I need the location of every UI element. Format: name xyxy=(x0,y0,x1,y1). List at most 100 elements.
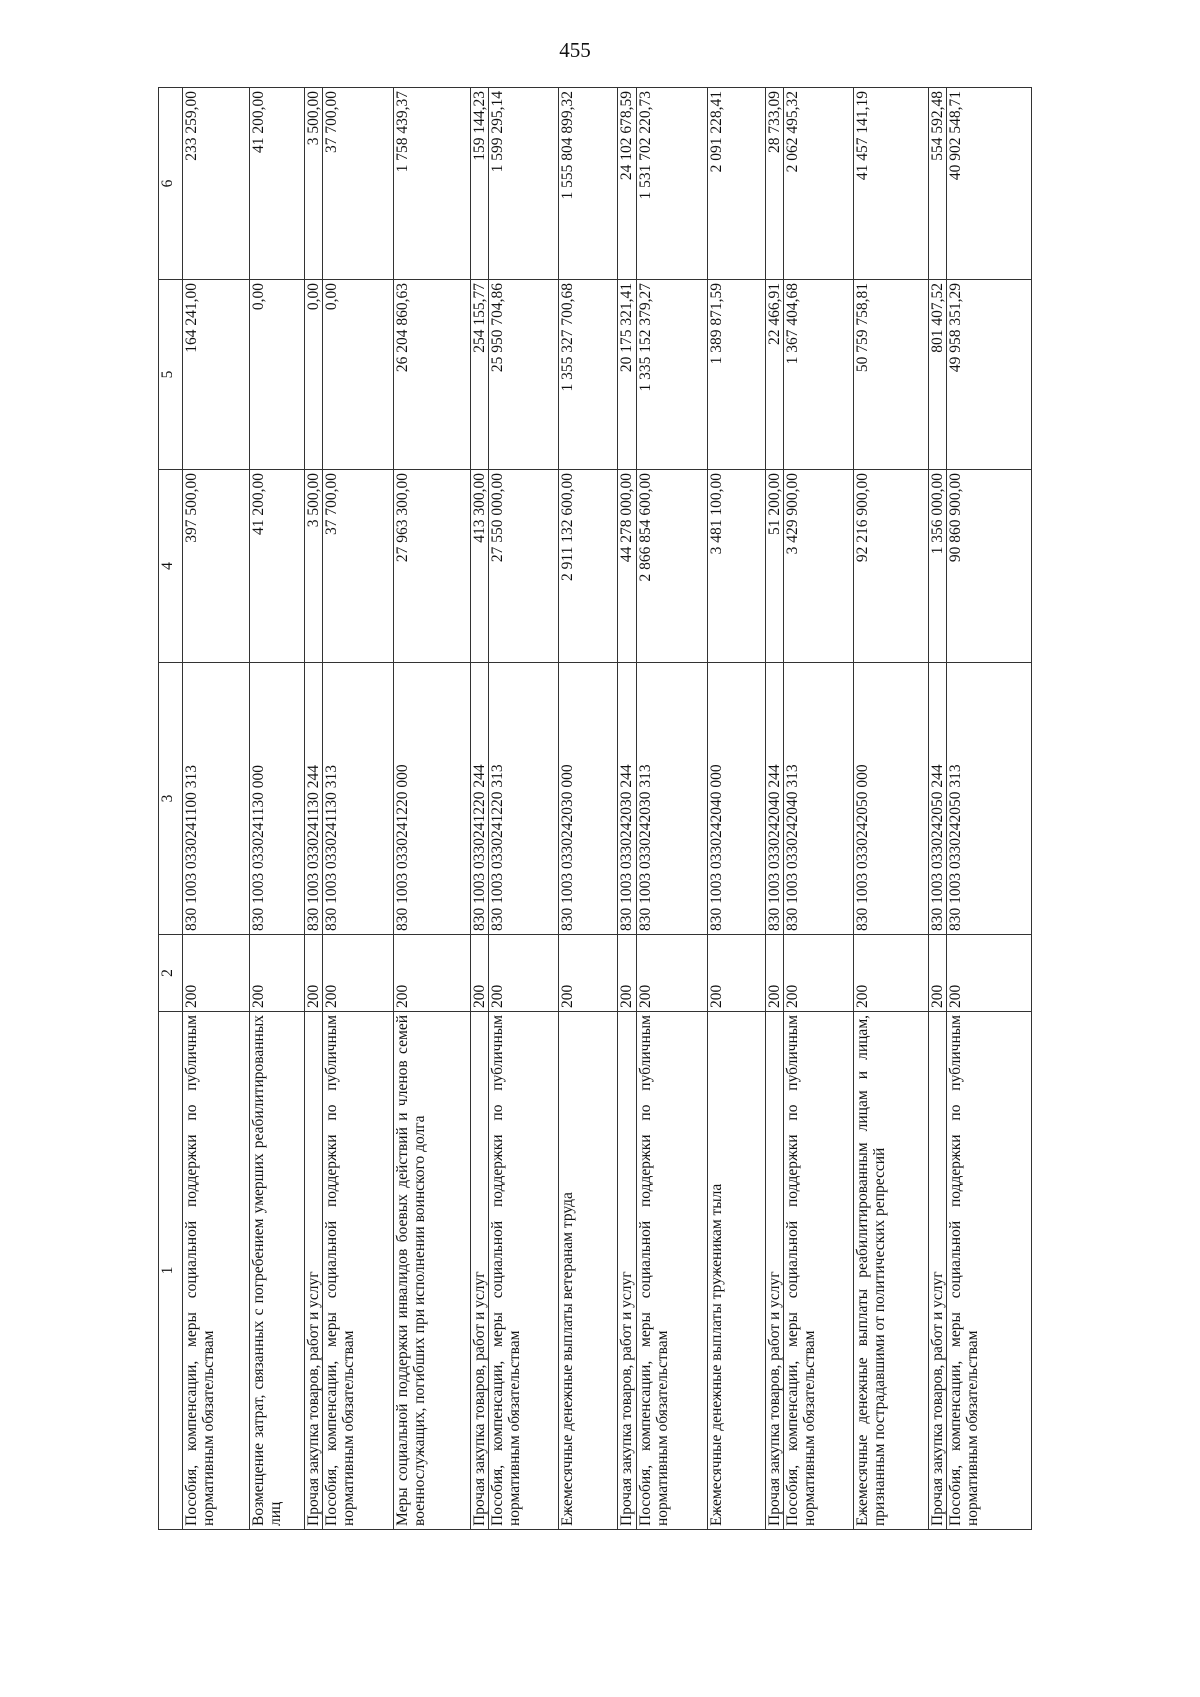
cell-budget-code: 830 1003 0330242050 244 xyxy=(928,662,947,935)
cell-approved: 37 700,00 xyxy=(322,469,394,663)
cell-executed: 0,00 xyxy=(304,279,323,470)
cell-section-code: 200 xyxy=(928,934,947,1012)
cell-remaining: 37 700,00 xyxy=(322,87,394,280)
cell-description: Меры социальной поддержки инвалидов боев… xyxy=(393,1011,471,1530)
cell-remaining: 554 592,48 xyxy=(928,87,947,280)
cell-executed: 1 335 152 379,27 xyxy=(636,279,708,470)
cell-budget-code: 830 1003 0330241220 313 xyxy=(488,662,559,935)
cell-description: Пособия, компенсации, меры социальной по… xyxy=(488,1011,559,1530)
cell-approved: 3 429 900,00 xyxy=(783,469,854,663)
header-cell: 2 xyxy=(158,934,183,1012)
cell-section-code: 200 xyxy=(393,934,471,1012)
cell-description: Ежемесячные денежные выплаты ветеранам т… xyxy=(558,1011,618,1530)
cell-section-code: 200 xyxy=(707,934,766,1012)
cell-approved: 3 500,00 xyxy=(304,469,323,663)
cell-budget-code: 830 1003 0330241130 244 xyxy=(304,662,323,935)
table-row: Прочая закупка товаров, работ и услуг 200… xyxy=(928,87,947,1530)
table-row: Пособия, компенсации, меры социальной по… xyxy=(488,87,559,1530)
cell-description: Возмещение затрат, связанных с погребени… xyxy=(249,1011,305,1530)
cell-executed: 1 389 871,59 xyxy=(707,279,766,470)
cell-section-code: 200 xyxy=(488,934,559,1012)
cell-description: Пособия, компенсации, меры социальной по… xyxy=(636,1011,708,1530)
header-cell: 5 xyxy=(158,279,183,470)
cell-approved: 27 963 300,00 xyxy=(393,469,471,663)
cell-approved: 51 200,00 xyxy=(765,469,784,663)
cell-description: Прочая закупка товаров, работ и услуг xyxy=(470,1011,489,1530)
cell-remaining: 1 531 702 220,73 xyxy=(636,87,708,280)
cell-remaining: 159 144,23 xyxy=(470,87,489,280)
cell-approved: 2 866 854 600,00 xyxy=(636,469,708,663)
cell-approved: 2 911 132 600,00 xyxy=(558,469,618,663)
cell-description: Прочая закупка товаров, работ и услуг xyxy=(617,1011,637,1530)
cell-budget-code: 830 1003 0330241130 000 xyxy=(249,662,305,935)
cell-section-code: 200 xyxy=(182,934,250,1012)
cell-remaining: 41 200,00 xyxy=(249,87,305,280)
cell-section-code: 200 xyxy=(765,934,784,1012)
cell-approved: 3 481 100,00 xyxy=(707,469,766,663)
cell-description: Ежемесячные денежные выплаты труженикам … xyxy=(707,1011,766,1530)
budget-table: 1 2 3 4 5 6 Пособия, компенсации, меры с… xyxy=(158,87,1032,1530)
cell-executed: 164 241,00 xyxy=(182,279,250,470)
table-row: Прочая закупка товаров, работ и услуг 200… xyxy=(470,87,489,1530)
cell-remaining: 28 733,09 xyxy=(765,87,784,280)
table-row: Прочая закупка товаров, работ и услуг 200… xyxy=(765,87,784,1530)
cell-description: Прочая закупка товаров, работ и услуг xyxy=(765,1011,784,1530)
header-cell: 3 xyxy=(158,662,183,935)
cell-budget-code: 830 1003 0330241220 000 xyxy=(393,662,471,935)
cell-budget-code: 830 1003 0330242040 000 xyxy=(707,662,766,935)
cell-description: Пособия, компенсации, меры социальной по… xyxy=(946,1011,1032,1530)
cell-budget-code: 830 1003 0330242040 313 xyxy=(783,662,854,935)
cell-section-code: 200 xyxy=(322,934,394,1012)
cell-executed: 22 466,91 xyxy=(765,279,784,470)
cell-section-code: 200 xyxy=(853,934,929,1012)
cell-approved: 27 550 000,00 xyxy=(488,469,559,663)
cell-section-code: 200 xyxy=(946,934,1032,1012)
cell-budget-code: 830 1003 0330242030 244 xyxy=(617,662,637,935)
cell-description: Прочая закупка товаров, работ и услуг xyxy=(304,1011,323,1530)
cell-remaining: 1 599 295,14 xyxy=(488,87,559,280)
table-row: Прочая закупка товаров, работ и услуг 200… xyxy=(304,87,323,1530)
header-cell: 6 xyxy=(158,87,183,280)
cell-executed: 0,00 xyxy=(249,279,305,470)
table-row: Пособия, компенсации, меры социальной по… xyxy=(322,87,394,1530)
cell-remaining: 2 091 228,41 xyxy=(707,87,766,280)
table-row: Меры социальной поддержки инвалидов боев… xyxy=(393,87,471,1530)
cell-executed: 801 407,52 xyxy=(928,279,947,470)
cell-remaining: 1 758 439,37 xyxy=(393,87,471,280)
cell-section-code: 200 xyxy=(617,934,637,1012)
cell-section-code: 200 xyxy=(558,934,618,1012)
table-row: Ежемесячные денежные выплаты труженикам … xyxy=(707,87,766,1530)
table-row: Прочая закупка товаров, работ и услуг 200… xyxy=(617,87,637,1530)
header-row: 1 2 3 4 5 6 xyxy=(158,87,183,1530)
budget-table-rotated: 1 2 3 4 5 6 Пособия, компенсации, меры с… xyxy=(158,87,1032,1530)
cell-approved: 41 200,00 xyxy=(249,469,305,663)
table-row: Пособия, компенсации, меры социальной по… xyxy=(783,87,854,1530)
cell-approved: 413 300,00 xyxy=(470,469,489,663)
cell-section-code: 200 xyxy=(783,934,854,1012)
cell-section-code: 200 xyxy=(304,934,323,1012)
cell-remaining: 233 259,00 xyxy=(182,87,250,280)
table-row: Ежемесячные денежные выплаты реабилитиро… xyxy=(853,87,929,1530)
cell-description: Пособия, компенсации, меры социальной по… xyxy=(182,1011,250,1530)
cell-executed: 20 175 321,41 xyxy=(617,279,637,470)
cell-budget-code: 830 1003 0330242030 000 xyxy=(558,662,618,935)
table-row: Пособия, компенсации, меры социальной по… xyxy=(636,87,708,1530)
page-number: 455 xyxy=(559,38,591,62)
table-row: Пособия, компенсации, меры социальной по… xyxy=(182,87,250,1530)
cell-description: Ежемесячные денежные выплаты реабилитиро… xyxy=(853,1011,929,1530)
cell-section-code: 200 xyxy=(470,934,489,1012)
cell-approved: 44 278 000,00 xyxy=(617,469,637,663)
table-row: Возмещение затрат, связанных с погребени… xyxy=(249,87,305,1530)
cell-budget-code: 830 1003 0330242050 000 xyxy=(853,662,929,935)
cell-budget-code: 830 1003 0330241130 313 xyxy=(322,662,394,935)
cell-executed: 50 759 758,81 xyxy=(853,279,929,470)
cell-section-code: 200 xyxy=(249,934,305,1012)
cell-description: Пособия, компенсации, меры социальной по… xyxy=(322,1011,394,1530)
cell-approved: 90 860 900,00 xyxy=(946,469,1032,663)
cell-executed: 1 355 327 700,68 xyxy=(558,279,618,470)
table-row: Ежемесячные денежные выплаты ветеранам т… xyxy=(558,87,618,1530)
cell-approved: 397 500,00 xyxy=(182,469,250,663)
cell-approved: 1 356 000,00 xyxy=(928,469,947,663)
header-cell: 4 xyxy=(158,469,183,663)
cell-executed: 0,00 xyxy=(322,279,394,470)
